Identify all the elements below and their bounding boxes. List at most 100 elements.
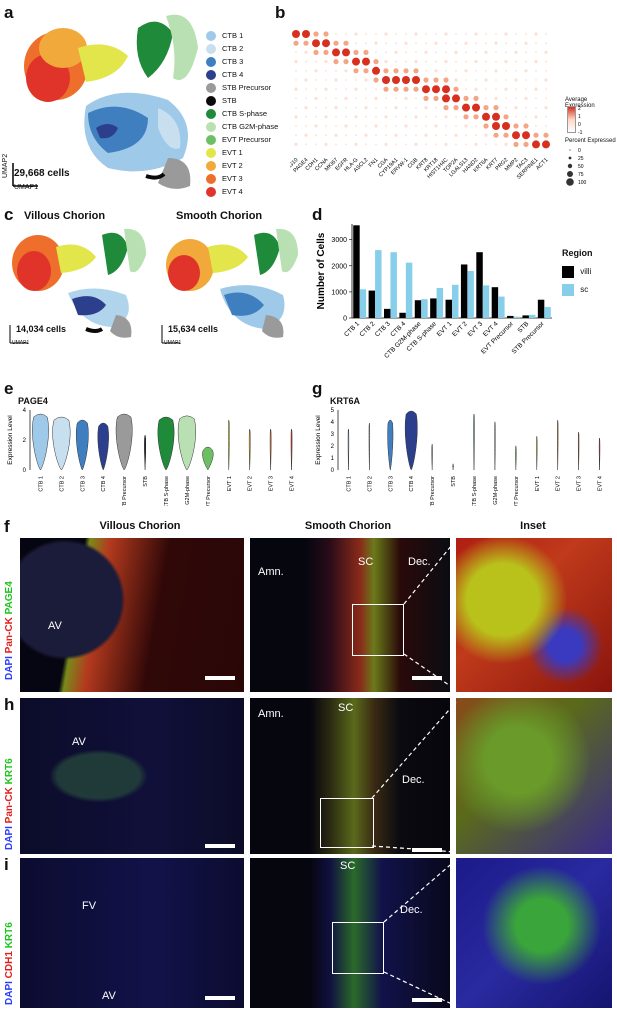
dot: [513, 141, 519, 147]
legend-label: EVT Precursor: [222, 135, 272, 144]
image-f-inset: [456, 538, 612, 692]
legend-dot: [206, 109, 216, 120]
dot: [433, 77, 439, 83]
dot: [435, 134, 437, 137]
x-tick-label: CTB 4: [409, 476, 415, 492]
dot: [295, 69, 297, 72]
dot: [384, 142, 388, 146]
bar-sc: [359, 289, 367, 318]
violin: [75, 419, 89, 471]
inset-connectors: [371, 539, 457, 1007]
legend-villi-swatch: [562, 266, 574, 278]
gene-label: PEG10: [290, 157, 299, 174]
dot: [535, 79, 537, 81]
dot: [545, 69, 547, 72]
bar-sc: [405, 262, 413, 318]
stain-dapi: DAPI: [4, 826, 15, 850]
dot: [535, 69, 537, 72]
dot: [302, 30, 310, 38]
pct-expressed-tick: 25: [578, 156, 584, 162]
dot: [514, 50, 518, 54]
dot: [312, 39, 320, 48]
legend-dot: [206, 187, 216, 198]
dot: [325, 97, 327, 100]
dot: [455, 33, 457, 35]
violin: [347, 428, 350, 471]
dot: [305, 115, 307, 118]
dot: [494, 69, 498, 73]
x-tick-label: CTB 3: [374, 320, 392, 338]
image-i-villous: FV AV: [20, 858, 244, 1008]
violin-plot-g: 5 4 3 2 1 0 CTB 1 CTB 2 CTB 3 CTB 4 STB Precursor S…: [315, 408, 604, 506]
dot: [433, 95, 439, 101]
label-amn: Amn.: [258, 566, 284, 578]
bar-villi: [507, 315, 514, 318]
dot: [305, 69, 307, 72]
legend-sc-swatch: [562, 284, 574, 296]
dot: [475, 125, 477, 127]
dot: [515, 88, 517, 91]
dot: [545, 88, 547, 91]
dot: [333, 40, 339, 46]
avg-expression-tick: 2: [578, 106, 581, 112]
stain-dapi: DAPI: [4, 981, 15, 1005]
dot: [294, 115, 298, 119]
legend-label: CTB 4: [222, 70, 244, 79]
dot: [405, 33, 407, 35]
dot: [475, 69, 477, 72]
avg-expression-tick: 0: [578, 122, 581, 128]
dot: [485, 88, 487, 91]
legend-label: CTB G2M-phase: [222, 122, 279, 131]
legend-dot: [206, 31, 216, 42]
dot: [543, 132, 549, 138]
dot: [465, 51, 467, 54]
dot: [524, 96, 528, 100]
dot: [375, 134, 377, 137]
violin: [248, 428, 251, 471]
dot: [355, 97, 357, 100]
dot: [492, 122, 500, 130]
dot: [355, 134, 357, 137]
dot: [353, 49, 359, 55]
dot: [535, 125, 537, 127]
gene-label: FN1: [368, 157, 380, 169]
legend-item: STB: [206, 95, 237, 107]
violin: [431, 443, 433, 471]
dot: [495, 60, 497, 63]
villous-cell-count: 14,034 cells: [16, 324, 67, 334]
dot: [365, 33, 367, 35]
dot: [394, 106, 398, 110]
scale-bar: [205, 676, 235, 680]
pct-expressed-tick: 100: [578, 180, 587, 186]
violin: [144, 434, 147, 471]
dot: [414, 115, 418, 119]
dot: [434, 69, 438, 73]
panel-label-i: i: [4, 855, 9, 874]
dot: [524, 69, 528, 73]
bar-sc: [421, 299, 428, 318]
dot: [455, 115, 457, 118]
dot: [484, 78, 488, 82]
dot: [392, 76, 400, 84]
legend-label: STB Precursor: [222, 83, 272, 92]
dot: [493, 132, 499, 138]
legend-dot: [206, 96, 216, 107]
dot: [352, 57, 360, 66]
dot: [505, 42, 507, 45]
dot: [295, 134, 297, 137]
dot: [362, 57, 370, 66]
legend-item: STB Precursor: [206, 82, 271, 94]
avg-expression-title: Average Expression: [565, 97, 595, 109]
row-i-stains: DAPI CDH1 KRT6: [4, 922, 15, 1005]
dot: [345, 106, 347, 109]
villous-umap-x-label: UMAP1: [12, 340, 30, 346]
dot: [475, 51, 477, 54]
umap-a: [12, 14, 198, 189]
scale-bar: [412, 676, 442, 680]
dot: [324, 60, 328, 64]
region-legend: Region villi sc: [562, 248, 614, 308]
villous-umap-title: Villous Chorion: [24, 210, 106, 222]
dot: [445, 51, 447, 54]
legend-dot: [206, 135, 216, 146]
legend-sc: sc: [562, 284, 614, 296]
